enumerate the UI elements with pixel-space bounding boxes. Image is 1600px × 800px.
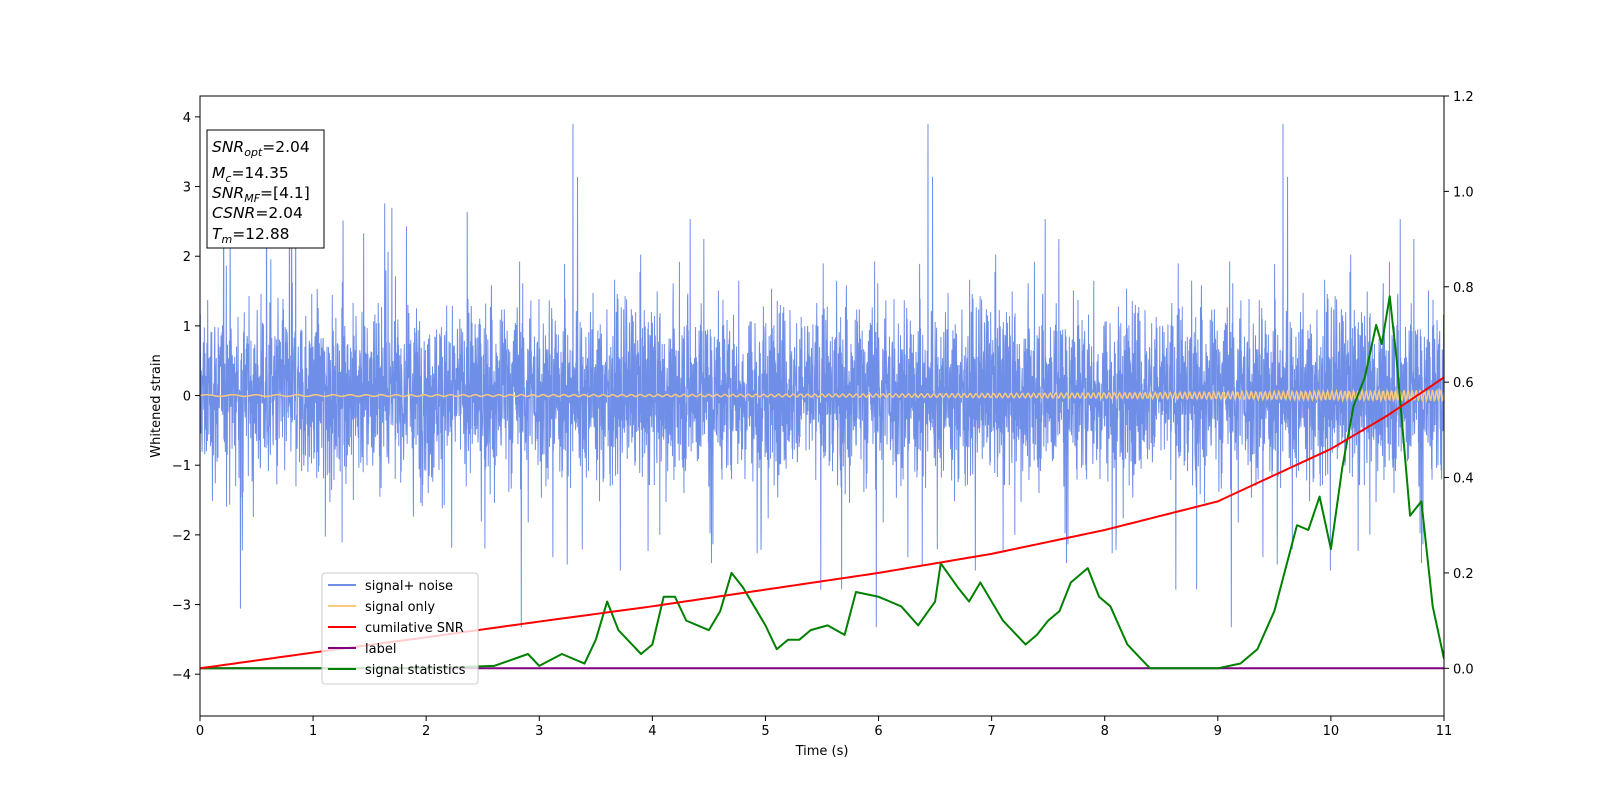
x-tick-label: 4: [648, 724, 656, 739]
y-tick-label: −3: [172, 599, 191, 614]
legend-label-signal-only: signal only: [365, 600, 435, 615]
y-tick-label: 1: [183, 320, 191, 335]
info-box-frame: [206, 129, 325, 249]
legend-frame: [321, 572, 479, 685]
x-axis: 0 1 2 3 4 5 6 7 8 9 10 11: [196, 716, 1452, 739]
y2-tick-label: 0.6: [1453, 376, 1474, 391]
x-tick-label: 2: [422, 724, 430, 739]
y2-tick-label: 0.4: [1453, 472, 1474, 487]
x-tick-label: 11: [1436, 724, 1453, 739]
y-tick-label: 0: [183, 390, 191, 405]
series-signal-noise: [200, 123, 1444, 628]
legend-label-cumulative-snr: cumilative SNR: [365, 621, 464, 636]
y-axis-label: Whitened strain: [149, 354, 164, 457]
legend-label-signal-noise: signal+ noise: [365, 579, 453, 594]
y-axis-right: 0.0 0.2 0.4 0.6 0.8 1.0 1.2: [1444, 90, 1474, 677]
y2-tick-label: 0.0: [1453, 662, 1474, 677]
legend-label-signal-statistics: signal statistics: [365, 663, 466, 678]
y-tick-label: −4: [172, 668, 191, 683]
info-line-tm: Tm=12.88: [212, 225, 290, 246]
info-line-snr-opt: SNRopt=2.04: [212, 138, 310, 159]
x-axis-label: Time (s): [795, 744, 849, 759]
x-tick-label: 6: [874, 724, 882, 739]
x-tick-label: 8: [1101, 724, 1109, 739]
legend-label-label: label: [365, 642, 396, 657]
x-tick-label: 10: [1323, 724, 1340, 739]
info-line-mc: Mc=14.35: [212, 164, 289, 185]
x-tick-label: 0: [196, 724, 204, 739]
y-tick-label: 3: [183, 181, 191, 196]
y2-tick-label: 1.2: [1453, 90, 1474, 105]
y-axis-left: −4 −3 −2 −1 0 1 2 3 4: [172, 111, 200, 683]
y-tick-label: −2: [172, 529, 191, 544]
info-line-snr-mf: SNRMF=[4.1]: [212, 184, 310, 205]
x-tick-label: 9: [1214, 724, 1222, 739]
plot-frame: [199, 95, 1445, 717]
y2-tick-label: 1.0: [1453, 185, 1474, 200]
legend: signal+ noise signal only cumilative SNR…: [321, 572, 479, 685]
info-line-csnr: CSNR=2.04: [212, 204, 303, 222]
x-tick-label: 7: [987, 724, 995, 739]
y-tick-label: −1: [172, 459, 191, 474]
y-tick-label: 4: [183, 111, 191, 126]
x-tick-label: 1: [309, 724, 317, 739]
info-box: SNRopt=2.04 Mc=14.35 SNRMF=[4.1] CSNR=2.…: [206, 129, 325, 249]
y2-tick-label: 0.8: [1453, 281, 1474, 296]
series-signal-only: [200, 387, 1444, 404]
y2-tick-label: 0.2: [1453, 567, 1474, 582]
x-tick-label: 3: [535, 724, 543, 739]
x-tick-label: 5: [761, 724, 769, 739]
y-tick-label: 2: [183, 250, 191, 265]
